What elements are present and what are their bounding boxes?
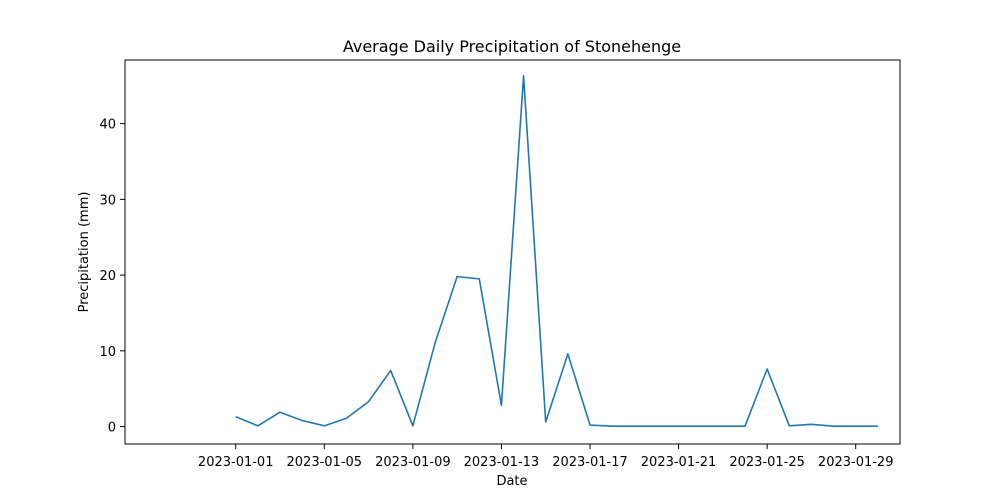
chart-title: Average Daily Precipitation of Stoneheng… xyxy=(343,37,681,56)
x-tick-label: 2023-01-17 xyxy=(552,455,628,470)
x-tick-label: 2023-01-25 xyxy=(729,455,805,470)
x-tick-label: 2023-01-21 xyxy=(641,455,717,470)
series-line xyxy=(235,75,878,428)
y-tick-label: 10 xyxy=(99,345,116,360)
y-tick-label: 0 xyxy=(108,421,116,436)
x-tick-label: 2023-01-13 xyxy=(464,455,540,470)
x-axis-label: Date xyxy=(496,474,527,489)
x-tick-label: 2023-01-29 xyxy=(818,455,894,470)
y-axis: 0 10 20 30 40 xyxy=(99,118,125,436)
y-tick-label: 40 xyxy=(99,118,116,133)
x-axis: 2023-01-01 2023-01-05 2023-01-09 2023-01-13… xyxy=(198,444,894,470)
y-axis-label: Precipitation (mm) xyxy=(77,192,92,313)
x-tick-label: 2023-01-05 xyxy=(287,455,363,470)
y-tick-label: 30 xyxy=(99,193,116,208)
y-tick-label: 20 xyxy=(99,269,116,284)
x-tick-label: 2023-01-09 xyxy=(375,455,451,470)
x-tick-label: 2023-01-01 xyxy=(198,455,274,470)
series-layer xyxy=(235,75,878,428)
